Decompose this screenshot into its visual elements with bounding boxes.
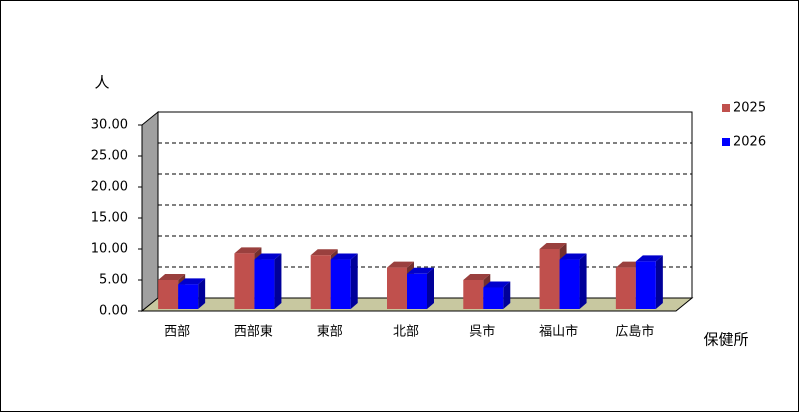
bar-side: [350, 253, 358, 309]
x-tick-label: 呉市: [469, 324, 495, 340]
y-tick-label: 15.00: [91, 211, 128, 226]
bar: [483, 287, 504, 309]
y-tick-label: 10.00: [91, 242, 128, 257]
bar: [615, 267, 636, 309]
bar: [539, 249, 560, 309]
bar-top: [463, 274, 491, 280]
x-tick-label: 西部東: [234, 324, 273, 340]
legend-swatch: [722, 138, 730, 146]
bar: [310, 255, 331, 309]
bar-top: [178, 278, 206, 285]
bar: [407, 273, 427, 309]
y-axis-label: 人: [94, 74, 109, 92]
bar: [387, 267, 407, 309]
x-tick-label: 西部: [164, 325, 190, 340]
bar-top: [387, 261, 414, 268]
bar-side: [579, 253, 587, 309]
bar-side: [655, 255, 663, 309]
bar-side: [274, 253, 282, 309]
bar-top: [330, 253, 358, 260]
bar: [559, 259, 580, 309]
bar-side: [503, 281, 511, 309]
x-axis-label: 保健所: [703, 331, 748, 349]
bar: [254, 259, 275, 309]
bar-top: [234, 247, 262, 254]
bar: [635, 261, 656, 309]
bar-top: [559, 253, 587, 260]
bar-side: [427, 267, 434, 309]
y-tick-label: 0.00: [99, 304, 128, 319]
y-tick-label: 30.00: [91, 118, 128, 133]
bar-top: [539, 243, 567, 249]
legend-label: 2025: [733, 101, 766, 116]
legend-swatch: [722, 104, 730, 112]
legend-label: 2026: [733, 135, 766, 150]
y-tick-label: 25.00: [91, 149, 128, 164]
bar-top: [483, 281, 511, 288]
bar: [158, 280, 179, 309]
bar-side: [198, 278, 206, 309]
x-tick-label: 東部: [317, 324, 343, 340]
bar-top: [635, 255, 663, 262]
bar-top: [254, 253, 282, 260]
x-tick-label: 広島市: [615, 324, 654, 340]
x-tick-label: 福山市: [539, 324, 578, 340]
bar: [330, 259, 351, 309]
x-tick-label: 北部: [393, 325, 419, 340]
side-wall: [141, 110, 159, 313]
bar-top: [407, 267, 434, 274]
bar: [463, 280, 484, 309]
y-tick-label: 5.00: [99, 273, 128, 288]
bar-top: [310, 249, 338, 256]
bar-top: [158, 274, 186, 280]
bar: [234, 253, 255, 309]
y-tick-label: 20.00: [91, 180, 128, 195]
bar: [178, 284, 199, 309]
